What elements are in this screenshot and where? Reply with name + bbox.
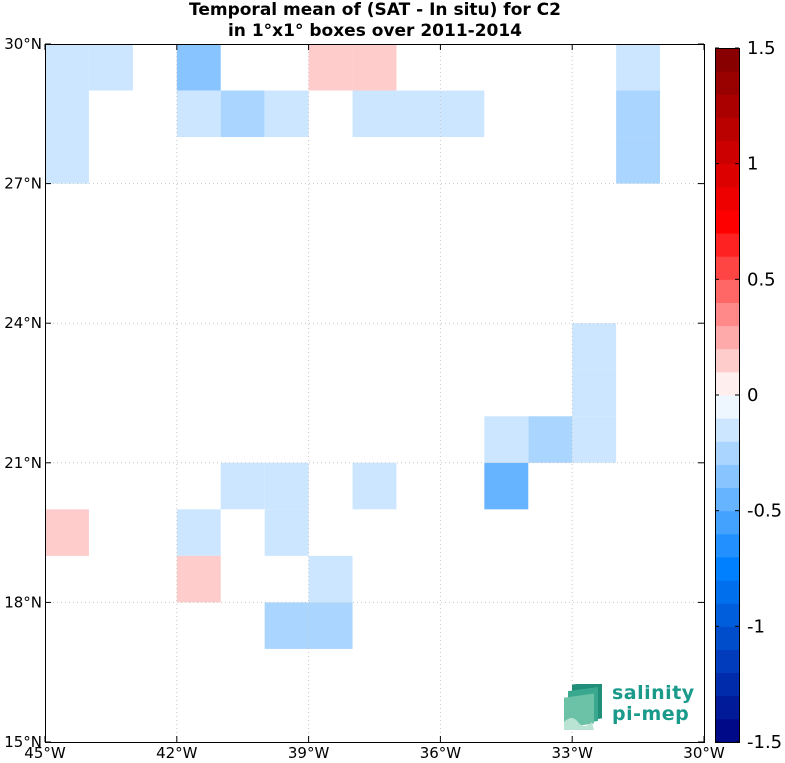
heatmap-cell	[484, 416, 529, 463]
colorbar-swatch	[715, 649, 739, 674]
colorbar: 1.5 1 0.5 0 -0.5 -1 -1.5	[715, 38, 782, 753]
heatmap-cell	[352, 44, 397, 91]
x-tick-label: 42°W	[156, 744, 198, 762]
chart-title-line2: in 1°x1° boxes over 2011-2014	[227, 21, 523, 41]
colorbar-tick-label: 0	[747, 385, 758, 406]
colorbar-swatch	[715, 279, 739, 303]
colorbar-swatch	[715, 256, 739, 280]
colorbar-swatch	[715, 395, 739, 419]
heatmap-cell	[616, 44, 661, 91]
colorbar-swatch	[715, 464, 739, 489]
x-tick-label: 30°W	[683, 744, 725, 762]
colorbar-tick-label: -1.5	[747, 732, 782, 753]
heatmap-cell	[616, 90, 661, 138]
heatmap-cell	[220, 90, 265, 138]
chart-title-line1: Temporal mean of (SAT - In situ) for C2	[189, 0, 561, 20]
salinity-pi-mep-logo: salinity pi-mep	[562, 682, 702, 732]
colorbar-swatch	[715, 325, 739, 350]
y-tick-label: 15°N	[4, 733, 42, 751]
colorbar-swatch	[715, 533, 739, 558]
colorbar-swatch	[715, 302, 739, 327]
heatmap-cells	[45, 44, 661, 649]
plot-frame	[45, 44, 705, 743]
heatmap-cell	[528, 416, 573, 463]
colorbar-swatch	[715, 117, 739, 142]
heatmap-cell	[45, 44, 89, 91]
heatmap-cell	[220, 462, 265, 510]
axis-ticks: 45°W 42°W 39°W 36°W 33°W 30°W 15°N 18°N 21°N 24°N…	[4, 35, 725, 762]
logo-text-pi-mep: pi-mep	[612, 703, 690, 725]
colorbar-swatch	[715, 186, 739, 211]
colorbar-swatch	[715, 672, 739, 697]
heatmap-cell	[572, 369, 617, 417]
chart-title: Temporal mean of (SAT - In situ) for C2 …	[45, 0, 705, 42]
x-tick-label: 36°W	[420, 744, 462, 762]
colorbar-swatch	[715, 371, 739, 396]
colorbar-swatch	[715, 418, 739, 442]
heatmap-cell	[176, 555, 221, 603]
colorbar-swatch	[715, 556, 739, 581]
heatmap-cell	[396, 90, 441, 138]
colorbar-swatch	[715, 441, 739, 465]
y-tick-label: 30°N	[4, 35, 42, 53]
x-tick-label: 39°W	[288, 744, 330, 762]
heatmap-cell	[45, 137, 89, 184]
colorbar-swatch	[715, 71, 739, 95]
colorbar-swatch	[715, 487, 739, 512]
heatmap-cell	[45, 90, 89, 138]
colorbar-swatch	[715, 163, 739, 188]
gridlines	[45, 44, 704, 742]
colorbar-swatch	[715, 626, 739, 650]
x-tick-label: 45°W	[24, 744, 66, 762]
heatmap-cell	[45, 509, 89, 556]
colorbar-tick-label: -0.5	[747, 501, 782, 522]
heatmap-cell	[176, 509, 221, 556]
heatmap-cell	[352, 462, 397, 510]
heatmap-cell	[264, 462, 309, 510]
heatmap-cell	[264, 602, 309, 649]
heatmap-cell	[264, 90, 309, 138]
colorbar-tick-label: 1	[747, 154, 758, 175]
heatmap-cell	[176, 90, 221, 138]
y-tick-label: 21°N	[4, 454, 42, 472]
colorbar-swatch	[715, 695, 739, 720]
colorbar-swatch	[715, 718, 739, 743]
heatmap-cell	[176, 44, 221, 91]
x-tick-label: 33°W	[551, 744, 593, 762]
colorbar-swatch	[715, 580, 739, 604]
heatmap-cell	[264, 509, 309, 556]
heatmap-cell	[572, 323, 617, 370]
wave-logo-icon	[564, 684, 602, 730]
colorbar-swatch	[715, 510, 739, 535]
y-tick-label: 18°N	[4, 593, 42, 611]
colorbar-swatch	[715, 603, 739, 627]
colorbar-swatch	[715, 94, 739, 118]
y-tick-label: 27°N	[4, 175, 42, 193]
colorbar-swatch	[715, 209, 739, 234]
colorbar-tick-label: -1	[747, 616, 765, 637]
colorbar-swatch	[715, 140, 739, 165]
heatmap-cell	[308, 44, 353, 91]
heatmap-cell	[616, 137, 661, 184]
heatmap-cell	[440, 90, 485, 138]
colorbar-swatch	[715, 233, 739, 257]
colorbar-tick-label: 1.5	[747, 38, 776, 59]
colorbar-tick-label: 0.5	[747, 269, 776, 290]
colorbar-swatch	[715, 48, 739, 72]
logo-text-salinity: salinity	[612, 682, 695, 704]
heatmap-cell	[572, 416, 617, 463]
heatmap-cell	[308, 602, 353, 649]
y-tick-label: 24°N	[4, 314, 42, 332]
heatmap-cell	[308, 555, 353, 603]
heatmap-cell	[88, 44, 133, 91]
heatmap-cell	[484, 462, 529, 510]
heatmap-cell	[352, 90, 397, 138]
colorbar-swatch	[715, 348, 739, 373]
